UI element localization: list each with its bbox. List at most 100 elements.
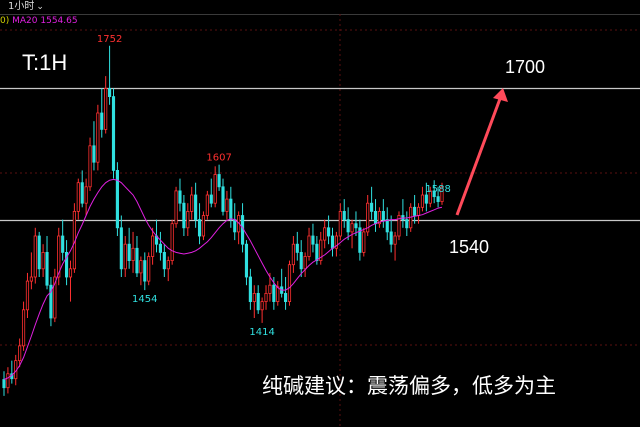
candle	[413, 195, 417, 224]
candle	[205, 190, 209, 220]
candle-body	[252, 292, 256, 302]
candle	[190, 186, 194, 220]
chevron-down-icon[interactable]: ⌄	[36, 2, 44, 12]
candle-body	[413, 206, 417, 216]
candle	[342, 199, 346, 228]
candle	[201, 211, 206, 241]
candle-body	[190, 194, 194, 212]
period-selector[interactable]: 1小时 ⌄	[8, 0, 44, 14]
candle-body	[283, 292, 288, 302]
candle	[428, 186, 432, 208]
advice-text: 纯碱建议：震荡偏多，低多为主	[262, 374, 556, 398]
candle-body	[96, 112, 100, 163]
candle-body	[366, 202, 370, 233]
candle	[440, 182, 444, 205]
candle-body	[119, 227, 123, 270]
candle	[151, 227, 155, 265]
candle-body	[393, 235, 397, 245]
candle	[178, 178, 182, 212]
toolbar: 1小时 ⌄	[0, 0, 640, 15]
candle	[80, 170, 84, 208]
candle	[393, 231, 397, 261]
candle	[57, 227, 61, 286]
candle-body	[225, 198, 229, 212]
candle-body	[201, 215, 206, 237]
candle	[72, 203, 76, 273]
candle	[104, 76, 108, 134]
candle-body	[68, 268, 73, 278]
candle	[143, 252, 147, 291]
candle	[33, 227, 37, 284]
candle-body	[49, 284, 53, 319]
candle	[330, 227, 335, 257]
candle	[61, 219, 65, 261]
legend-prefix: 0)	[0, 16, 10, 26]
candle-body	[170, 223, 174, 261]
candle-body	[158, 243, 163, 253]
candle	[127, 227, 131, 269]
candle	[319, 231, 323, 265]
candle	[131, 231, 135, 273]
candle-body	[25, 280, 30, 311]
candle	[108, 45, 112, 105]
candle	[37, 231, 41, 277]
candle	[209, 178, 213, 208]
candle-body	[64, 251, 69, 278]
candle	[115, 162, 119, 236]
price-label: 1454	[132, 294, 157, 305]
candle	[385, 207, 389, 241]
arrow-shaft	[455, 95, 503, 216]
candle	[49, 277, 53, 327]
candle-body	[194, 194, 198, 221]
candle-body	[37, 235, 41, 270]
candle-body	[115, 169, 119, 229]
target-price-label: 1700	[505, 57, 546, 77]
candle	[366, 195, 370, 236]
candle	[162, 244, 166, 277]
candle	[436, 186, 440, 208]
candle	[174, 186, 178, 228]
candle-body	[416, 206, 421, 216]
candle-body	[41, 251, 45, 270]
candle	[213, 166, 217, 208]
candle-body	[186, 210, 190, 229]
candle	[276, 281, 280, 306]
ma20-line	[3, 178, 443, 380]
candle-body	[377, 210, 382, 225]
timeframe-label: T:1H	[22, 50, 68, 75]
candle	[358, 219, 362, 261]
ma-value: 1554.65	[40, 16, 78, 26]
candle	[76, 178, 80, 220]
candle-body	[287, 264, 292, 303]
candle	[229, 186, 233, 228]
candle-body	[53, 276, 57, 319]
candle	[6, 367, 10, 394]
candle	[186, 203, 190, 236]
candle-body	[327, 227, 331, 237]
candle	[256, 285, 260, 314]
candle	[377, 207, 382, 228]
candle-body	[135, 247, 139, 274]
candle	[158, 231, 163, 261]
candle	[92, 121, 96, 171]
candle	[29, 252, 33, 290]
candle	[45, 236, 49, 290]
candle-body	[88, 145, 92, 188]
candle	[166, 256, 170, 282]
candle	[381, 199, 385, 228]
candle-body	[436, 196, 440, 202]
candle	[338, 203, 342, 241]
candle	[252, 285, 256, 318]
candle-body	[354, 223, 358, 229]
candle-body	[100, 112, 104, 130]
candle-body	[248, 276, 252, 303]
candle-body	[229, 198, 233, 221]
candle	[88, 137, 92, 191]
candle-body	[346, 219, 350, 233]
candle-body	[111, 96, 116, 171]
candle-body	[440, 186, 444, 202]
candle	[299, 240, 303, 277]
candle-body	[182, 202, 186, 229]
candle-body	[291, 243, 295, 266]
